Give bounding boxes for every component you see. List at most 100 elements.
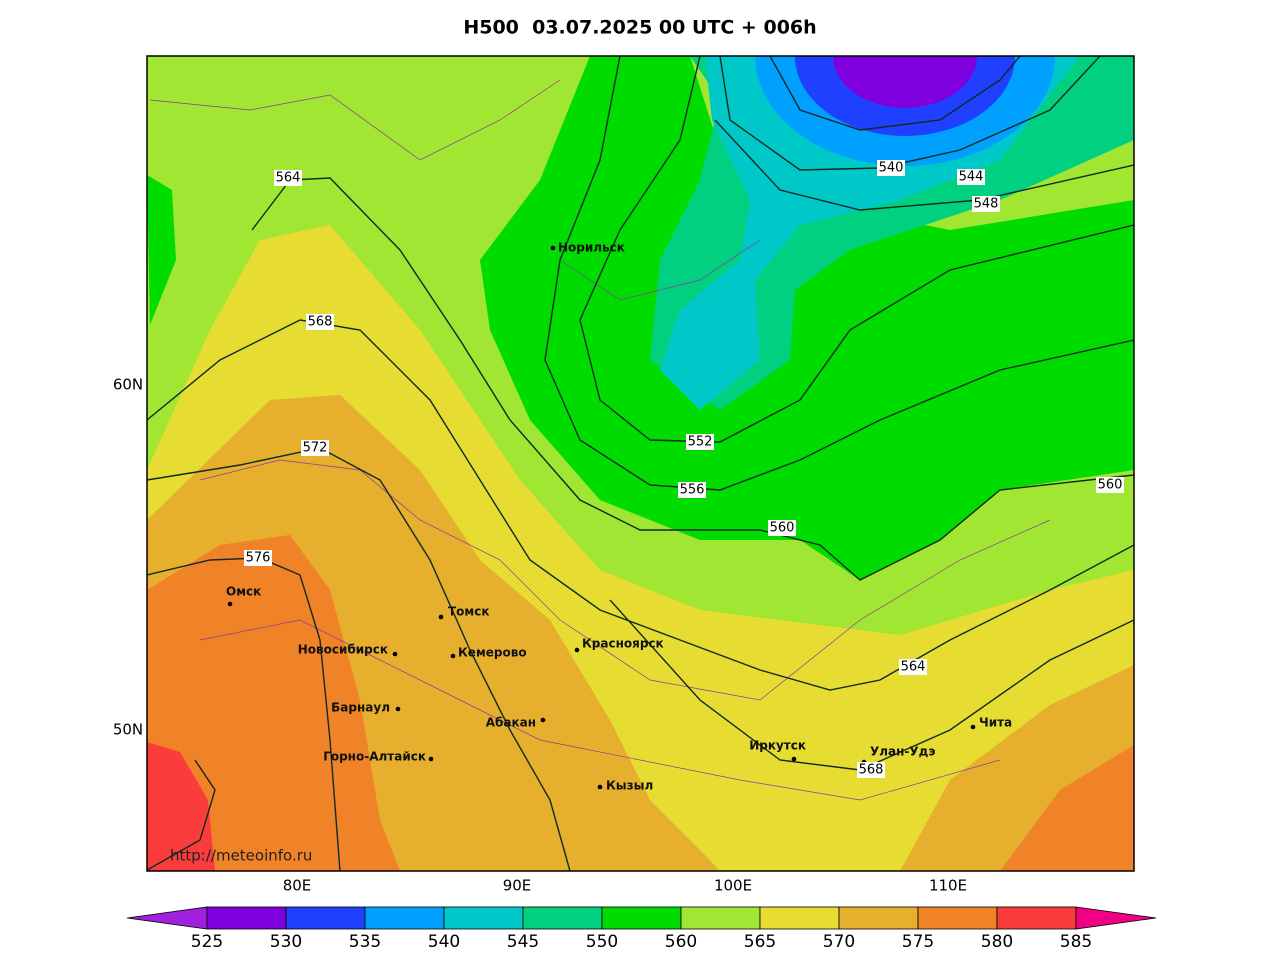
colorbar-label: 565 [744, 932, 776, 952]
contour-label: 560 [1098, 478, 1123, 493]
contour-label: 568 [859, 763, 884, 778]
city-dot [428, 756, 434, 762]
contour-label-box [877, 160, 905, 176]
city-label: Омск [226, 585, 261, 599]
map-frame [146, 55, 1135, 872]
title: H500 03.07.2025 00 UTC + 006h [463, 17, 816, 39]
city-label: Красноярск [582, 637, 664, 651]
contour-label: 548 [974, 197, 999, 212]
contour-label-box [768, 520, 796, 536]
colorbar-extend [126, 906, 208, 930]
colorbar-label: 530 [270, 932, 302, 952]
city-dot [227, 601, 233, 607]
contour-label-box [857, 762, 885, 778]
contour-label: 560 [770, 521, 795, 536]
city-label: Чита [979, 716, 1012, 730]
contour-label: 556 [680, 483, 705, 498]
colorbar-label: 525 [191, 932, 223, 952]
colorbar-segment [917, 906, 998, 930]
colorbar-segment [759, 906, 840, 930]
colorbar-label: 585 [1060, 932, 1092, 952]
city-label: Барнаул [331, 701, 390, 715]
colorbar-segment [364, 906, 445, 930]
lon-label: 110E [929, 877, 967, 895]
colorbar-label: 550 [586, 932, 618, 952]
zone [147, 535, 400, 871]
contour-label-box [306, 314, 334, 330]
colorbar-segment [522, 906, 603, 930]
contour-label: 540 [879, 161, 904, 176]
colorbar-label: 560 [665, 932, 697, 952]
colorbar-segment [285, 906, 366, 930]
contour-label-box [244, 550, 272, 566]
contour-label: 564 [276, 171, 301, 186]
city-dot [970, 724, 976, 730]
city-dot [395, 706, 401, 712]
contour-label-box [1096, 477, 1124, 493]
lon-label: 100E [714, 877, 752, 895]
zone [147, 175, 176, 325]
colorbar-label: 580 [981, 932, 1013, 952]
city-dot [450, 653, 456, 659]
lon-label: 80E [283, 877, 312, 895]
border [149, 79, 1051, 801]
contour [769, 56, 1021, 131]
watermark: http://meteoinfo.ru [170, 847, 312, 865]
colorbar-segment [206, 906, 287, 930]
city-dot [791, 756, 797, 762]
contour-label-box [957, 169, 985, 185]
contour [251, 177, 1134, 581]
contour-label-box [274, 170, 302, 186]
city-dot [597, 784, 603, 790]
lon-label: 90E [503, 877, 532, 895]
contour [147, 759, 216, 871]
colorbar-segment [443, 906, 524, 930]
colorbar-label: 535 [349, 932, 381, 952]
colorbar-segment [680, 906, 761, 930]
contour-label-box [899, 659, 927, 675]
city-dot [540, 717, 546, 723]
city-label: Томск [448, 605, 490, 619]
contour-label-box [972, 196, 1000, 212]
contour-label: 568 [308, 315, 333, 330]
city-label: Иркутск [749, 739, 806, 753]
contour-label: 576 [246, 551, 271, 566]
colorbar-segment [838, 906, 919, 930]
zone [147, 742, 215, 871]
city-label: Абакан [486, 716, 536, 730]
lat-label: 50N [113, 721, 143, 739]
city-dot [550, 245, 556, 251]
contour [544, 56, 1134, 491]
map-field [147, 56, 1134, 871]
contour-label: 552 [688, 435, 713, 450]
colorbar-segment [996, 906, 1077, 930]
city-label: Кызыл [606, 779, 653, 793]
city-dot [392, 651, 398, 657]
city-label: Новосибирск [298, 643, 388, 657]
city-label: Кемерово [458, 646, 527, 660]
contour-label: 572 [303, 441, 328, 456]
contour [714, 119, 1134, 211]
colorbar-extend [1075, 906, 1157, 930]
colorbar-segment [601, 906, 682, 930]
contour-label: 544 [959, 170, 984, 185]
contour-label-box [686, 434, 714, 450]
zone [833, 56, 977, 108]
contour-label-box [678, 482, 706, 498]
city-dot [438, 614, 444, 620]
city-label: Горно-Алтайск [323, 750, 426, 764]
contour [147, 447, 571, 871]
colorbar-label: 545 [507, 932, 539, 952]
contour-label-box [301, 440, 329, 456]
colorbar-label: 570 [823, 932, 855, 952]
zone [1000, 745, 1134, 871]
zone [480, 56, 1134, 580]
colorbar-label: 540 [428, 932, 460, 952]
contour [579, 56, 1134, 443]
contour-label: 564 [901, 660, 926, 675]
city-dot [574, 647, 580, 653]
city-label: Норильск [558, 241, 625, 255]
lat-label: 60N [113, 376, 143, 394]
city-label: Улан-Удэ [870, 745, 935, 759]
